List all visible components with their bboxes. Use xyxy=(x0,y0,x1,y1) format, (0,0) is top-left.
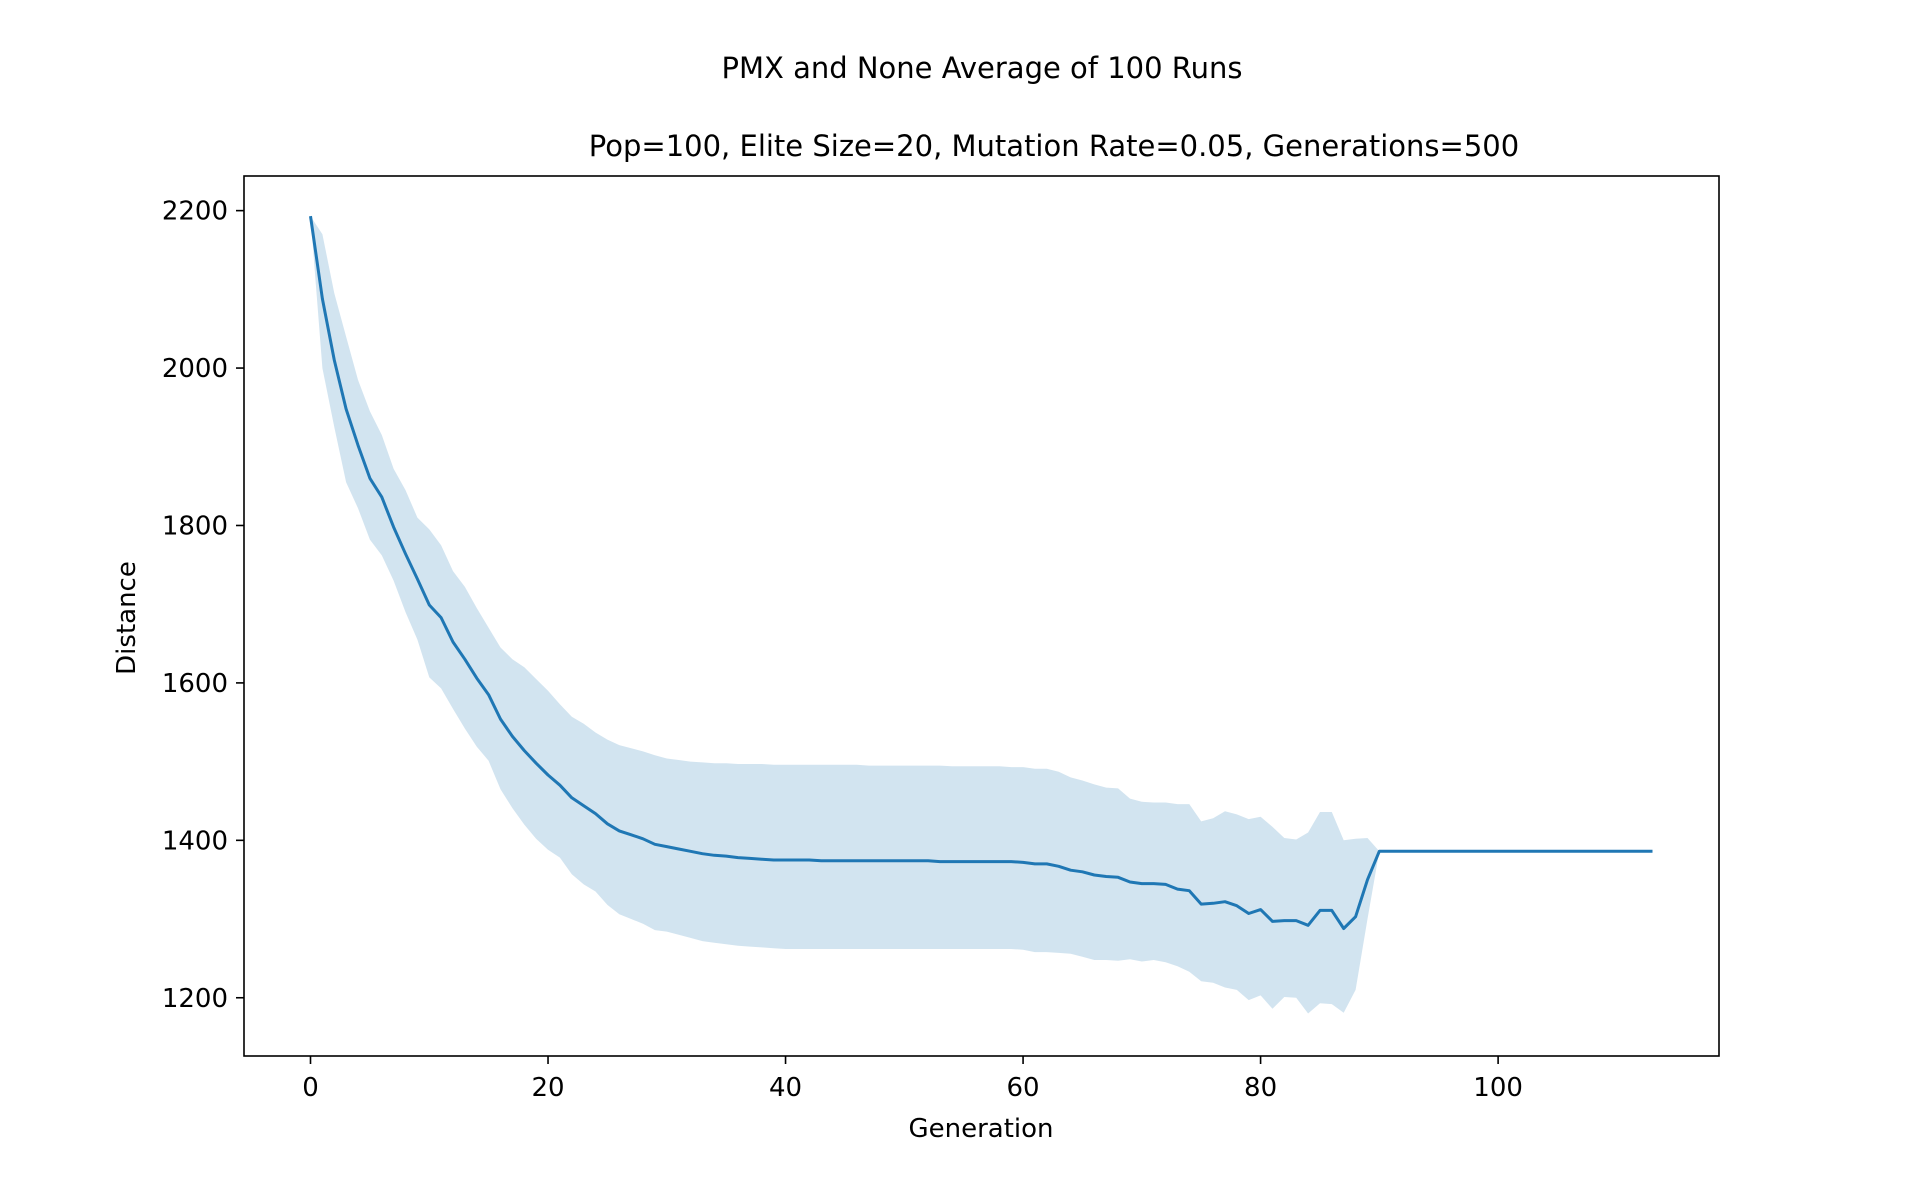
x-axis-label: Generation xyxy=(908,1114,1053,1144)
x-tick-label: 0 xyxy=(302,1073,319,1103)
x-tick-label: 20 xyxy=(531,1073,564,1103)
y-axis: 1200 1400 1600 1800 2000 2200 xyxy=(162,197,244,1014)
x-tick-label: 80 xyxy=(1244,1073,1277,1103)
y-tick-label: 1800 xyxy=(162,511,228,541)
x-tick-label: 100 xyxy=(1473,1073,1523,1103)
y-tick-label: 1200 xyxy=(162,984,228,1014)
plot-frame xyxy=(243,175,1720,1057)
chart-title: PMX and None Average of 100 Runs xyxy=(721,51,1242,85)
plot-area xyxy=(309,215,1653,1014)
chart-subtitle: Pop=100, Elite Size=20, Mutation Rate=0.… xyxy=(589,129,1519,163)
x-axis: 0 20 40 60 80 100 xyxy=(302,1056,1523,1103)
mean-line xyxy=(309,215,1653,930)
x-tick-label: 40 xyxy=(769,1073,802,1103)
y-axis-label: Distance xyxy=(112,561,142,675)
x-tick-label: 60 xyxy=(1007,1073,1040,1103)
y-tick-label: 2200 xyxy=(162,197,228,227)
y-tick-label: 1600 xyxy=(162,669,228,699)
range-band xyxy=(310,216,1653,1014)
y-tick-label: 2000 xyxy=(162,354,228,384)
y-tick-label: 1400 xyxy=(162,826,228,856)
